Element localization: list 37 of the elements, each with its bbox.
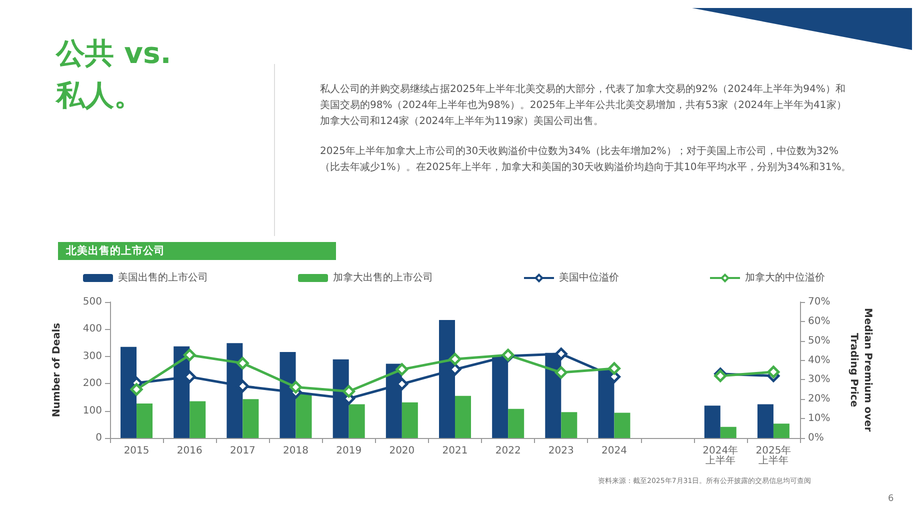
y2-tick-label: 30% — [808, 374, 830, 386]
x-tick-label: 2016 — [176, 446, 202, 456]
y2-tick-label: 70% — [808, 296, 830, 308]
x-tick-label: 2023 — [548, 446, 574, 456]
y2-tick-label: 40% — [808, 354, 830, 366]
y-tick-label: 200 — [82, 378, 102, 390]
x-tick-label: 2017 — [230, 446, 256, 456]
y-tick-label: 300 — [82, 350, 102, 362]
chart-subtitle: 北美出售的上市公司 — [58, 242, 336, 260]
text: 私人公司的并购交易继续占据2025年上半年北美交易的大部分，代表了加拿大交易的92%（2024年上半年为94%）和美国交易的98%（2024年上半年也为98%）。2025年上半年公共北美交易增加，共有53家（2024年上半年为41家）加拿大公司和124家（2024年上半年为119家）美国公司出售。 — [320, 82, 848, 129]
x-tick-label: 2024 — [602, 446, 627, 456]
x-tick-label: 2015 — [124, 446, 150, 456]
x-tick-label: 2024年上半年 — [702, 444, 738, 466]
x-tick-label: 2018 — [283, 446, 308, 456]
y2-tick-label: 50% — [808, 335, 830, 346]
legend-label: 美国出售的上市公司 — [118, 272, 208, 284]
legend-label: 美国中位溢价 — [559, 272, 619, 284]
x-tick-label: 2020 — [389, 446, 415, 456]
text: 6 — [888, 494, 894, 504]
y-tick-label: 100 — [82, 405, 102, 416]
text: 2025年上半年加拿大上市公司的30天收购溢价中位数为34%（比去年增加2%）；对于美国上市公司，中位数为32%（比去年减少1%）。在2025年上半年，加拿大和美国的30天收购溢价均趋向于其10年平均水平，分别为34%和31%。 — [320, 144, 852, 175]
legend-label: 加拿大出售的上市公司 — [333, 272, 433, 284]
legend-label: 加拿大的中位溢价 — [745, 272, 825, 284]
y-axis-title: Number of Deals — [52, 322, 62, 418]
y2-tick-label: 20% — [808, 394, 830, 405]
y2-axis-title: Median Premium over Trading Price — [847, 308, 874, 432]
y2-tick-label: 10% — [808, 413, 830, 424]
y-tick-label: 400 — [82, 324, 102, 335]
y-tick-label: 0 — [96, 432, 102, 444]
y2-tick-label: 60% — [808, 316, 830, 327]
x-tick-label: 2021 — [442, 446, 468, 456]
y-tick-label: 500 — [82, 296, 102, 308]
y2-tick-label: 0% — [808, 432, 824, 444]
x-tick-label: 2025年上半年 — [756, 444, 792, 466]
x-tick-label: 2022 — [495, 446, 521, 456]
x-tick-label: 2019 — [336, 446, 362, 456]
chart-title: 公共 vs. 私人。 — [56, 35, 172, 114]
